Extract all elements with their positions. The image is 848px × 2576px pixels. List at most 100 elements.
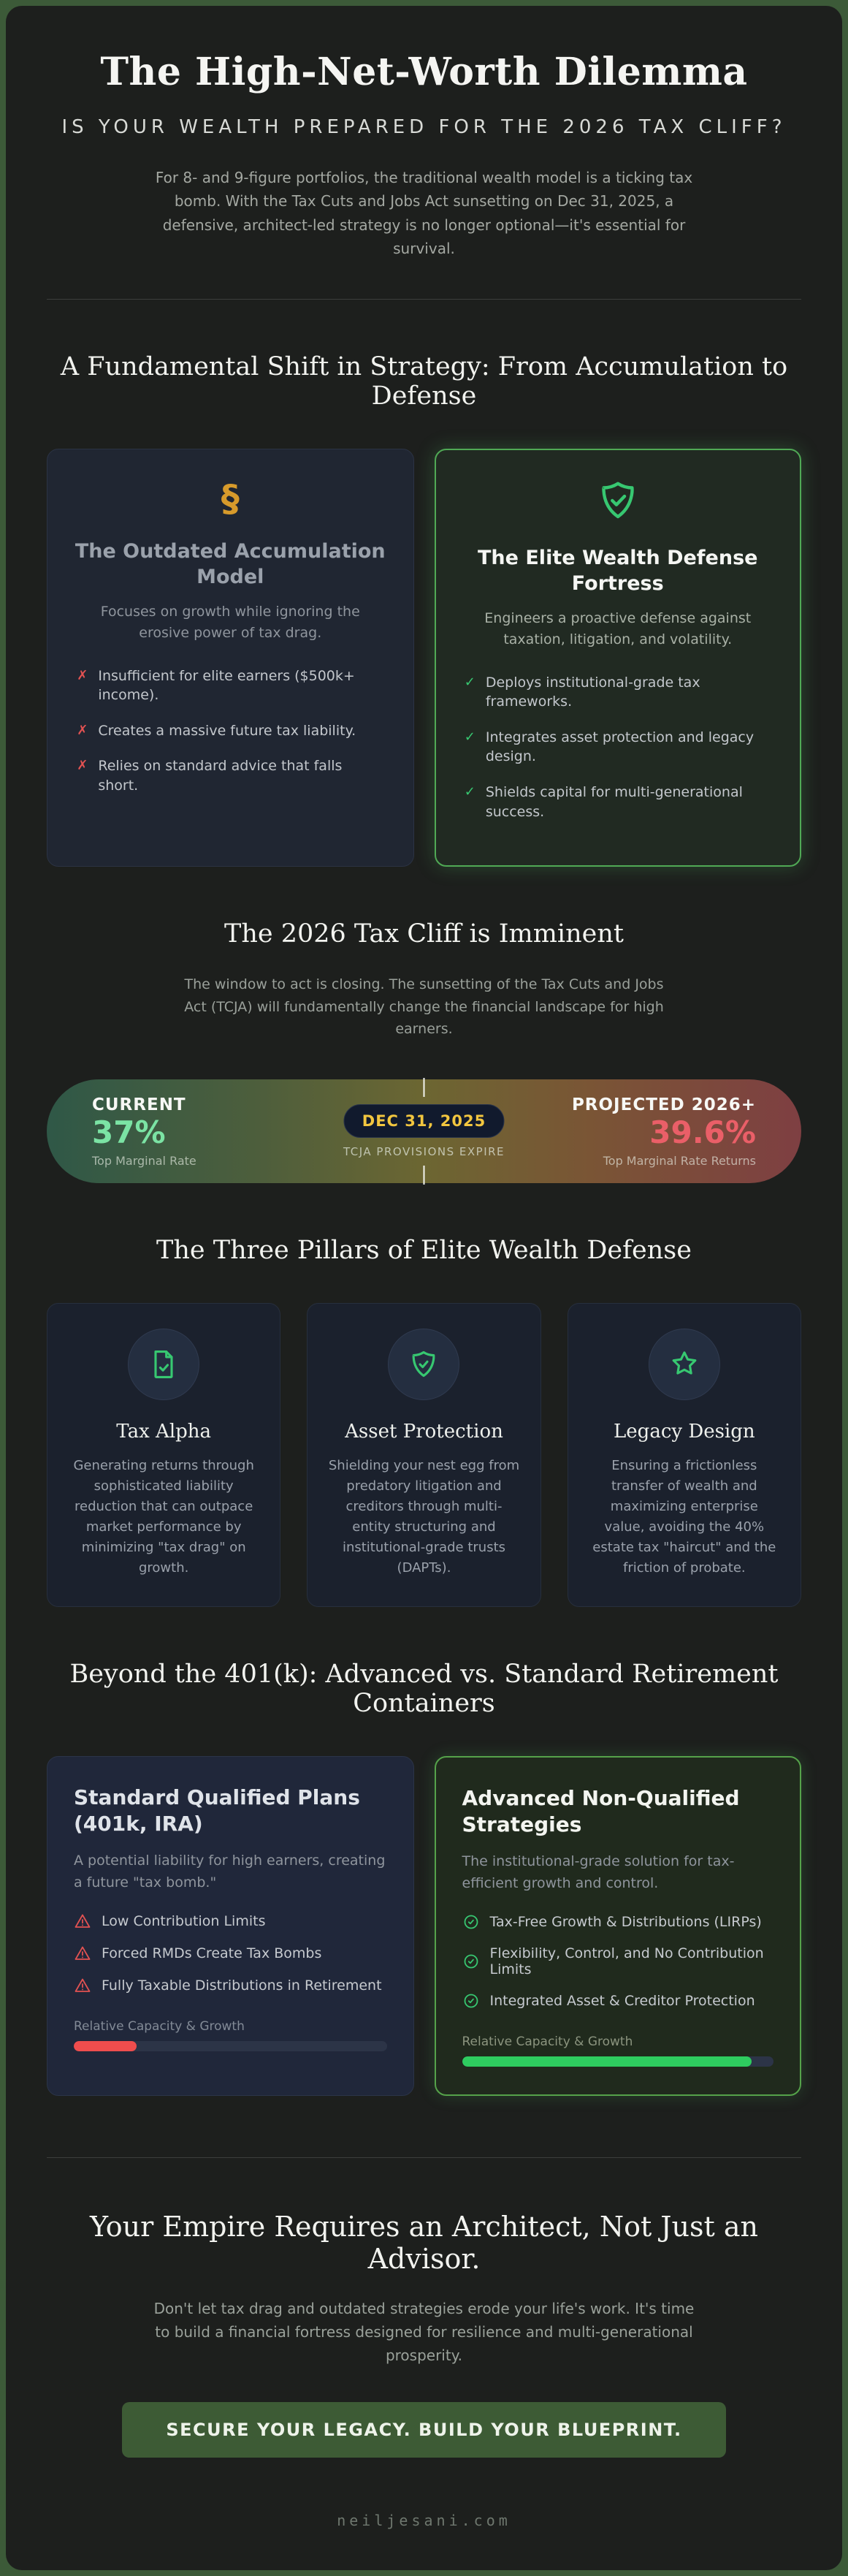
header-divider [47, 298, 801, 300]
list-item-text: Relies on standard advice that falls sho… [98, 758, 343, 794]
footer-domain[interactable]: neiljesani.com [337, 2512, 511, 2530]
circle-check-icon [462, 1992, 480, 2010]
pillar-title: Tax Alpha [116, 1421, 212, 1443]
tax-rate-gradient-bar: CURRENT 37% Top Marginal Rate DEC 31, 20… [47, 1078, 801, 1185]
list-item-text: Insufficient for elite earners ($500k+ i… [98, 667, 355, 704]
outdated-model-list: ✗ Insufficient for elite earners ($500k+… [77, 666, 383, 796]
list-item-text: Low Contribution Limits [102, 1913, 266, 1930]
list-item-text: Creates a massive future tax liability. [98, 722, 356, 739]
projected-rate-caption: Top Marginal Rate Returns [603, 1153, 756, 1168]
capacity-meter-track [462, 2056, 773, 2067]
current-rate-block: CURRENT 37% Top Marginal Rate [92, 1095, 196, 1168]
standard-plans-card: Standard Qualified Plans (401k, IRA) A p… [47, 1755, 414, 2097]
check-icon: ✓ [464, 784, 475, 799]
shield-icon [408, 1348, 440, 1380]
cta-divider [47, 2157, 801, 2159]
list-item: Integrated Asset & Creditor Protection [462, 1992, 774, 2010]
meter-label: Relative Capacity & Growth [74, 2019, 245, 2034]
list-item-text: Integrated Asset & Creditor Protection [489, 1993, 755, 2010]
section-tax-cliff: The 2026 Tax Cliff is Imminent The windo… [47, 919, 801, 1185]
outdated-model-card: § The Outdated Accumulation Model Focuse… [47, 448, 414, 867]
star-icon [668, 1348, 700, 1380]
pillar-card-tax-alpha: Tax Alpha Generating returns through sop… [47, 1303, 281, 1607]
tick-line [423, 1166, 425, 1185]
list-item: ✓ Shields capital for multi-generational… [465, 783, 771, 821]
capacity-meter-fill [462, 2056, 752, 2067]
section-strategy-shift: A Fundamental Shift in Strategy: From Ac… [47, 352, 801, 867]
warning-triangle-icon [74, 1945, 91, 1962]
standard-plans-title: Standard Qualified Plans (401k, IRA) [74, 1785, 360, 1836]
tax-cliff-lead: The window to act is closing. The sunset… [184, 976, 664, 1037]
list-item: Low Contribution Limits [74, 1912, 387, 1930]
list-item: ✓ Integrates asset protection and legacy… [465, 728, 771, 767]
cta-heading: Your Empire Requires an Architect, Not J… [89, 2211, 758, 2276]
meter-label: Relative Capacity & Growth [462, 2034, 633, 2050]
elite-fortress-card: The Elite Wealth Defense Fortress Engine… [434, 448, 801, 867]
projected-label: PROJECTED 2026+ [571, 1095, 756, 1114]
pillar-body: Generating returns through sophisticated… [73, 1458, 254, 1576]
outdated-model-title: The Outdated Accumulation Model [75, 539, 386, 588]
standard-plans-list: Low Contribution Limits Forced RMDs Crea… [74, 1912, 387, 1994]
pillar-icon-circle [388, 1329, 460, 1401]
cross-icon: ✗ [77, 758, 88, 774]
warning-triangle-icon [74, 1977, 91, 1994]
list-item-text: Forced RMDs Create Tax Bombs [102, 1945, 322, 1962]
standard-plans-subtitle: A potential liability for high earners, … [74, 1853, 386, 1891]
section-retirement-containers: Beyond the 401(k): Advanced vs. Standard… [47, 1660, 801, 2097]
section-pillars: The Three Pillars of Elite Wealth Defens… [47, 1236, 801, 1607]
projected-rate-block: PROJECTED 2026+ 39.6% Top Marginal Rate … [572, 1095, 756, 1168]
advanced-strategies-card: Advanced Non-Qualified Strategies The in… [434, 1755, 801, 2097]
deadline-marker: DEC 31, 2025 TCJA PROVISIONS EXPIRE [343, 1078, 505, 1185]
pillar-icon-circle [648, 1329, 720, 1401]
circle-check-icon [462, 1913, 480, 1931]
projected-rate-value: 39.6% [649, 1114, 756, 1150]
pillar-body: Ensuring a frictionless transfer of weal… [592, 1458, 776, 1576]
check-icon: ✓ [464, 674, 475, 690]
pillar-card-asset-protection: Asset Protection Shielding your nest egg… [307, 1303, 541, 1607]
capacity-meter-track [74, 2041, 387, 2052]
tax-cliff-heading: The 2026 Tax Cliff is Imminent [224, 919, 624, 949]
capacity-meter-fill [74, 2041, 137, 2052]
current-label: CURRENT [92, 1095, 186, 1114]
list-item: ✗ Relies on standard advice that falls s… [77, 756, 383, 795]
pillars-heading: The Three Pillars of Elite Wealth Defens… [156, 1236, 692, 1266]
cross-icon: ✗ [77, 667, 88, 683]
list-item-text: Integrates asset protection and legacy d… [485, 729, 755, 765]
list-item: ✗ Insufficient for elite earners ($500k+… [77, 666, 383, 705]
page-title: The High-Net-Worth Dilemma [100, 50, 748, 94]
elite-fortress-title: The Elite Wealth Defense Fortress [478, 546, 758, 595]
pillar-body: Shielding your nest egg from predatory l… [328, 1458, 520, 1576]
check-icon: ✓ [464, 729, 475, 745]
list-item-text: Tax-Free Growth & Distributions (LIRPs) [489, 1914, 762, 1931]
page-kicker: IS YOUR WEALTH PREPARED FOR THE 2026 TAX… [61, 116, 787, 138]
containers-heading: Beyond the 401(k): Advanced vs. Standard… [69, 1659, 779, 1718]
list-item: ✗ Creates a massive future tax liability… [77, 721, 383, 741]
cta-button[interactable]: SECURE YOUR LEGACY. BUILD YOUR BLUEPRINT… [122, 2402, 726, 2458]
current-rate-value: 37% [92, 1114, 166, 1150]
section-sign-icon: § [221, 476, 240, 520]
pillar-title: Legacy Design [614, 1421, 755, 1443]
deadline-caption: TCJA PROVISIONS EXPIRE [343, 1145, 505, 1159]
pillar-title: Asset Protection [345, 1421, 503, 1443]
list-item: ✓ Deploys institutional-grade tax framew… [465, 673, 771, 712]
tick-line [423, 1078, 425, 1098]
pillar-card-legacy-design: Legacy Design Ensuring a frictionless tr… [567, 1303, 801, 1607]
hero-header: The High-Net-Worth Dilemma IS YOUR WEALT… [47, 50, 801, 261]
advanced-strategies-title: Advanced Non-Qualified Strategies [462, 1785, 740, 1837]
file-check-icon [148, 1348, 180, 1380]
elite-fortress-subtitle: Engineers a proactive defense against ta… [484, 609, 752, 648]
strategy-shift-heading: A Fundamental Shift in Strategy: From Ac… [60, 352, 788, 411]
outdated-model-subtitle: Focuses on growth while ignoring the ero… [100, 603, 360, 642]
cross-icon: ✗ [77, 722, 88, 738]
current-rate-caption: Top Marginal Rate [92, 1153, 196, 1168]
pillar-icon-circle [128, 1329, 200, 1401]
list-item: Forced RMDs Create Tax Bombs [74, 1945, 387, 1962]
list-item: Fully Taxable Distributions in Retiremen… [74, 1977, 387, 1994]
list-item: Flexibility, Control, and No Contributio… [462, 1945, 774, 1977]
elite-fortress-list: ✓ Deploys institutional-grade tax framew… [465, 673, 771, 822]
section-cta: Your Empire Requires an Architect, Not J… [47, 2211, 801, 2529]
list-item: Tax-Free Growth & Distributions (LIRPs) [462, 1913, 774, 1931]
advanced-strategies-subtitle: The institutional-grade solution for tax… [462, 1853, 735, 1891]
list-item-text: Fully Taxable Distributions in Retiremen… [102, 1977, 382, 1994]
list-item-text: Flexibility, Control, and No Contributio… [489, 1945, 764, 1978]
